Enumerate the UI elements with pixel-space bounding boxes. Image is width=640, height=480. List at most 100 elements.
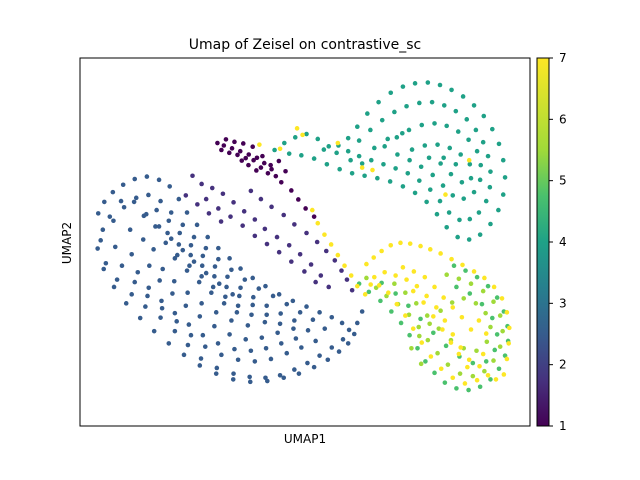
scatter-point: [168, 210, 174, 215]
scatter-point: [435, 350, 440, 356]
scatter-point: [395, 152, 400, 157]
scatter-point: [411, 269, 417, 274]
series-value-1: [215, 137, 317, 219]
scatter-point: [450, 305, 456, 310]
scatter-point: [467, 216, 473, 222]
scatter-point: [199, 263, 205, 269]
scatter-point: [213, 310, 219, 315]
scatter-point: [470, 360, 476, 366]
scatter-point: [281, 212, 287, 218]
scatter-point: [425, 80, 431, 85]
scatter-point: [95, 246, 100, 251]
scatter-point: [443, 343, 449, 349]
scatter-point: [428, 354, 434, 359]
scatter-point: [393, 291, 398, 296]
scatter-point: [146, 285, 152, 291]
scatter-point: [485, 283, 491, 289]
scatter-point: [135, 269, 141, 275]
scatter-point: [110, 189, 116, 195]
scatter-point: [166, 341, 172, 346]
scatter-point: [368, 127, 373, 133]
scatter-point: [471, 269, 477, 274]
scatter-point: [229, 318, 234, 323]
scatter-point: [231, 371, 236, 376]
scatter-point: [114, 277, 120, 282]
colorbar: [536, 57, 550, 427]
scatter-point: [284, 301, 290, 307]
scatter-point: [158, 315, 163, 320]
scatter-point: [409, 147, 415, 152]
scatter-point: [185, 290, 190, 296]
scatter-point: [490, 126, 495, 132]
scatter-point: [197, 363, 203, 368]
scatter-point: [466, 137, 471, 143]
scatter-point: [432, 121, 437, 126]
scatter-point: [311, 364, 317, 370]
scatter-point: [241, 209, 247, 214]
scatter-point: [461, 296, 467, 301]
scatter-point: [359, 161, 365, 166]
scatter-point: [477, 177, 483, 183]
scatter-point: [488, 221, 493, 227]
scatter-point: [407, 332, 412, 338]
scatter-point: [441, 295, 446, 300]
scatter-point: [501, 372, 507, 377]
scatter-point: [315, 136, 321, 142]
scatter-point: [491, 299, 496, 305]
scatter-point: [203, 245, 209, 251]
scatter-point: [118, 198, 124, 204]
scatter-point: [198, 356, 204, 361]
scatter-point: [274, 234, 280, 240]
scatter-point: [268, 162, 273, 168]
scatter-point: [345, 341, 351, 346]
scatter-point: [284, 350, 290, 356]
scatter-point: [345, 135, 351, 141]
colorbar-tick-label: 1: [559, 419, 567, 433]
scatter-point: [450, 332, 456, 337]
scatter-point: [466, 357, 472, 363]
scatter-point: [460, 94, 466, 99]
scatter-point: [129, 251, 134, 257]
scatter-point: [375, 175, 380, 181]
scatter-point: [296, 197, 301, 202]
scatter-point: [151, 247, 156, 252]
scatter-point: [351, 331, 357, 337]
scatter-point: [276, 249, 282, 255]
scatter-point: [500, 157, 506, 163]
scatter-point: [419, 122, 425, 128]
scatter-point: [262, 226, 268, 232]
scatter-point: [403, 290, 408, 296]
scatter-point: [379, 117, 385, 123]
scatter-point: [299, 153, 304, 158]
series-value-4: [272, 80, 508, 242]
scatter-point: [269, 166, 274, 172]
scatter-point: [213, 371, 219, 376]
series-value-3: [95, 174, 365, 385]
scatter-point: [504, 356, 510, 362]
scatter-point: [184, 210, 190, 215]
series-value-6: [364, 272, 505, 379]
scatter-point: [454, 284, 459, 290]
scatter-point: [406, 127, 412, 133]
scatter-point: [219, 352, 224, 358]
scatter-point: [335, 252, 341, 258]
scatter-point: [230, 377, 236, 382]
scatter-point: [376, 99, 381, 105]
scatter-point: [467, 291, 473, 296]
scatter-point: [311, 156, 317, 161]
scatter-point: [240, 141, 246, 146]
scatter-point: [438, 251, 443, 256]
scatter-point: [246, 152, 252, 157]
scatter-point: [202, 344, 208, 349]
scatter-point: [273, 173, 279, 179]
scatter-point: [480, 351, 486, 357]
scatter-point: [143, 211, 149, 217]
scatter-point: [317, 353, 322, 358]
scatter-point: [313, 279, 318, 285]
scatter-point: [220, 191, 226, 197]
scatter-point: [339, 268, 344, 273]
scatter-point: [434, 211, 440, 217]
scatter-point: [471, 189, 477, 195]
scatter-point: [393, 166, 398, 171]
scatter-point: [427, 321, 432, 327]
